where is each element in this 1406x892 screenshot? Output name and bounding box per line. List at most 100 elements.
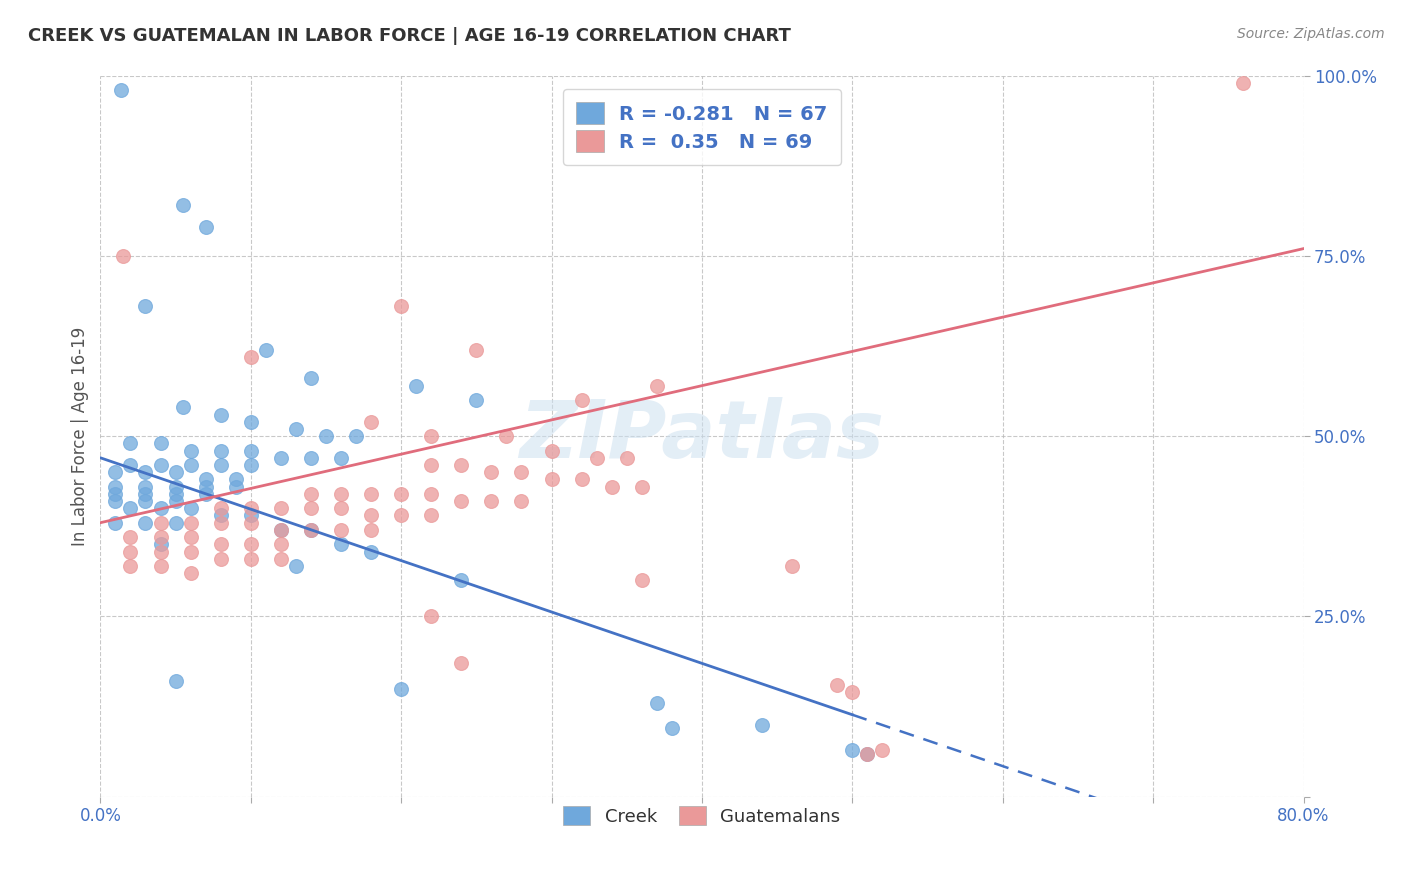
Point [209,501,232,516]
Point [120,501,142,516]
Point [165,487,187,501]
Point [299,523,322,537]
Point [465,393,488,408]
Point [600,480,623,494]
Point [856,747,879,761]
Point [571,393,593,408]
Point [239,415,262,429]
Point [479,465,502,479]
Point [360,415,382,429]
Point [180,566,202,581]
Point [420,508,443,523]
Point [180,458,202,472]
Point [254,343,277,357]
Point [405,378,427,392]
Point [209,516,232,530]
Point [780,559,803,574]
Point [389,299,412,313]
Point [872,743,894,757]
Point [630,574,652,588]
Point [299,487,322,501]
Point [165,465,187,479]
Legend: Creek, Guatemalans: Creek, Guatemalans [554,797,849,835]
Point [270,501,292,516]
Point [841,743,863,757]
Point [180,544,202,558]
Y-axis label: In Labor Force | Age 16-19: In Labor Force | Age 16-19 [72,326,89,546]
Point [450,458,472,472]
Point [239,516,262,530]
Point [225,472,247,486]
Point [149,537,172,551]
Point [330,537,353,551]
Point [495,429,517,443]
Text: Source: ZipAtlas.com: Source: ZipAtlas.com [1237,27,1385,41]
Point [104,487,127,501]
Point [299,523,322,537]
Point [645,696,668,710]
Point [270,523,292,537]
Point [120,436,142,450]
Point [209,458,232,472]
Point [165,516,187,530]
Point [299,501,322,516]
Point [209,551,232,566]
Point [194,487,217,501]
Point [239,443,262,458]
Point [284,422,307,436]
Point [389,508,412,523]
Point [149,559,172,574]
Point [616,450,638,465]
Point [239,537,262,551]
Point [110,83,132,97]
Point [360,487,382,501]
Point [540,443,562,458]
Point [149,458,172,472]
Point [510,494,533,508]
Point [239,350,262,364]
Point [465,343,488,357]
Point [420,429,443,443]
Point [172,198,194,212]
Point [134,516,156,530]
Point [661,721,683,735]
Point [165,674,187,689]
Text: CREEK VS GUATEMALAN IN LABOR FORCE | AGE 16-19 CORRELATION CHART: CREEK VS GUATEMALAN IN LABOR FORCE | AGE… [28,27,792,45]
Point [134,465,156,479]
Point [149,501,172,516]
Point [172,401,194,415]
Point [239,458,262,472]
Point [149,436,172,450]
Point [645,378,668,392]
Point [239,501,262,516]
Point [111,249,134,263]
Point [841,685,863,699]
Point [225,480,247,494]
Point [450,494,472,508]
Point [209,443,232,458]
Point [149,530,172,544]
Point [149,516,172,530]
Point [856,747,879,761]
Point [239,508,262,523]
Point [585,450,607,465]
Point [194,472,217,486]
Point [1232,76,1254,90]
Point [827,678,849,692]
Point [104,494,127,508]
Point [330,450,353,465]
Point [389,487,412,501]
Point [315,429,337,443]
Point [450,574,472,588]
Point [270,537,292,551]
Point [270,551,292,566]
Point [134,480,156,494]
Point [104,516,127,530]
Point [630,480,652,494]
Point [239,551,262,566]
Point [270,450,292,465]
Point [104,480,127,494]
Point [180,516,202,530]
Point [360,523,382,537]
Point [389,681,412,696]
